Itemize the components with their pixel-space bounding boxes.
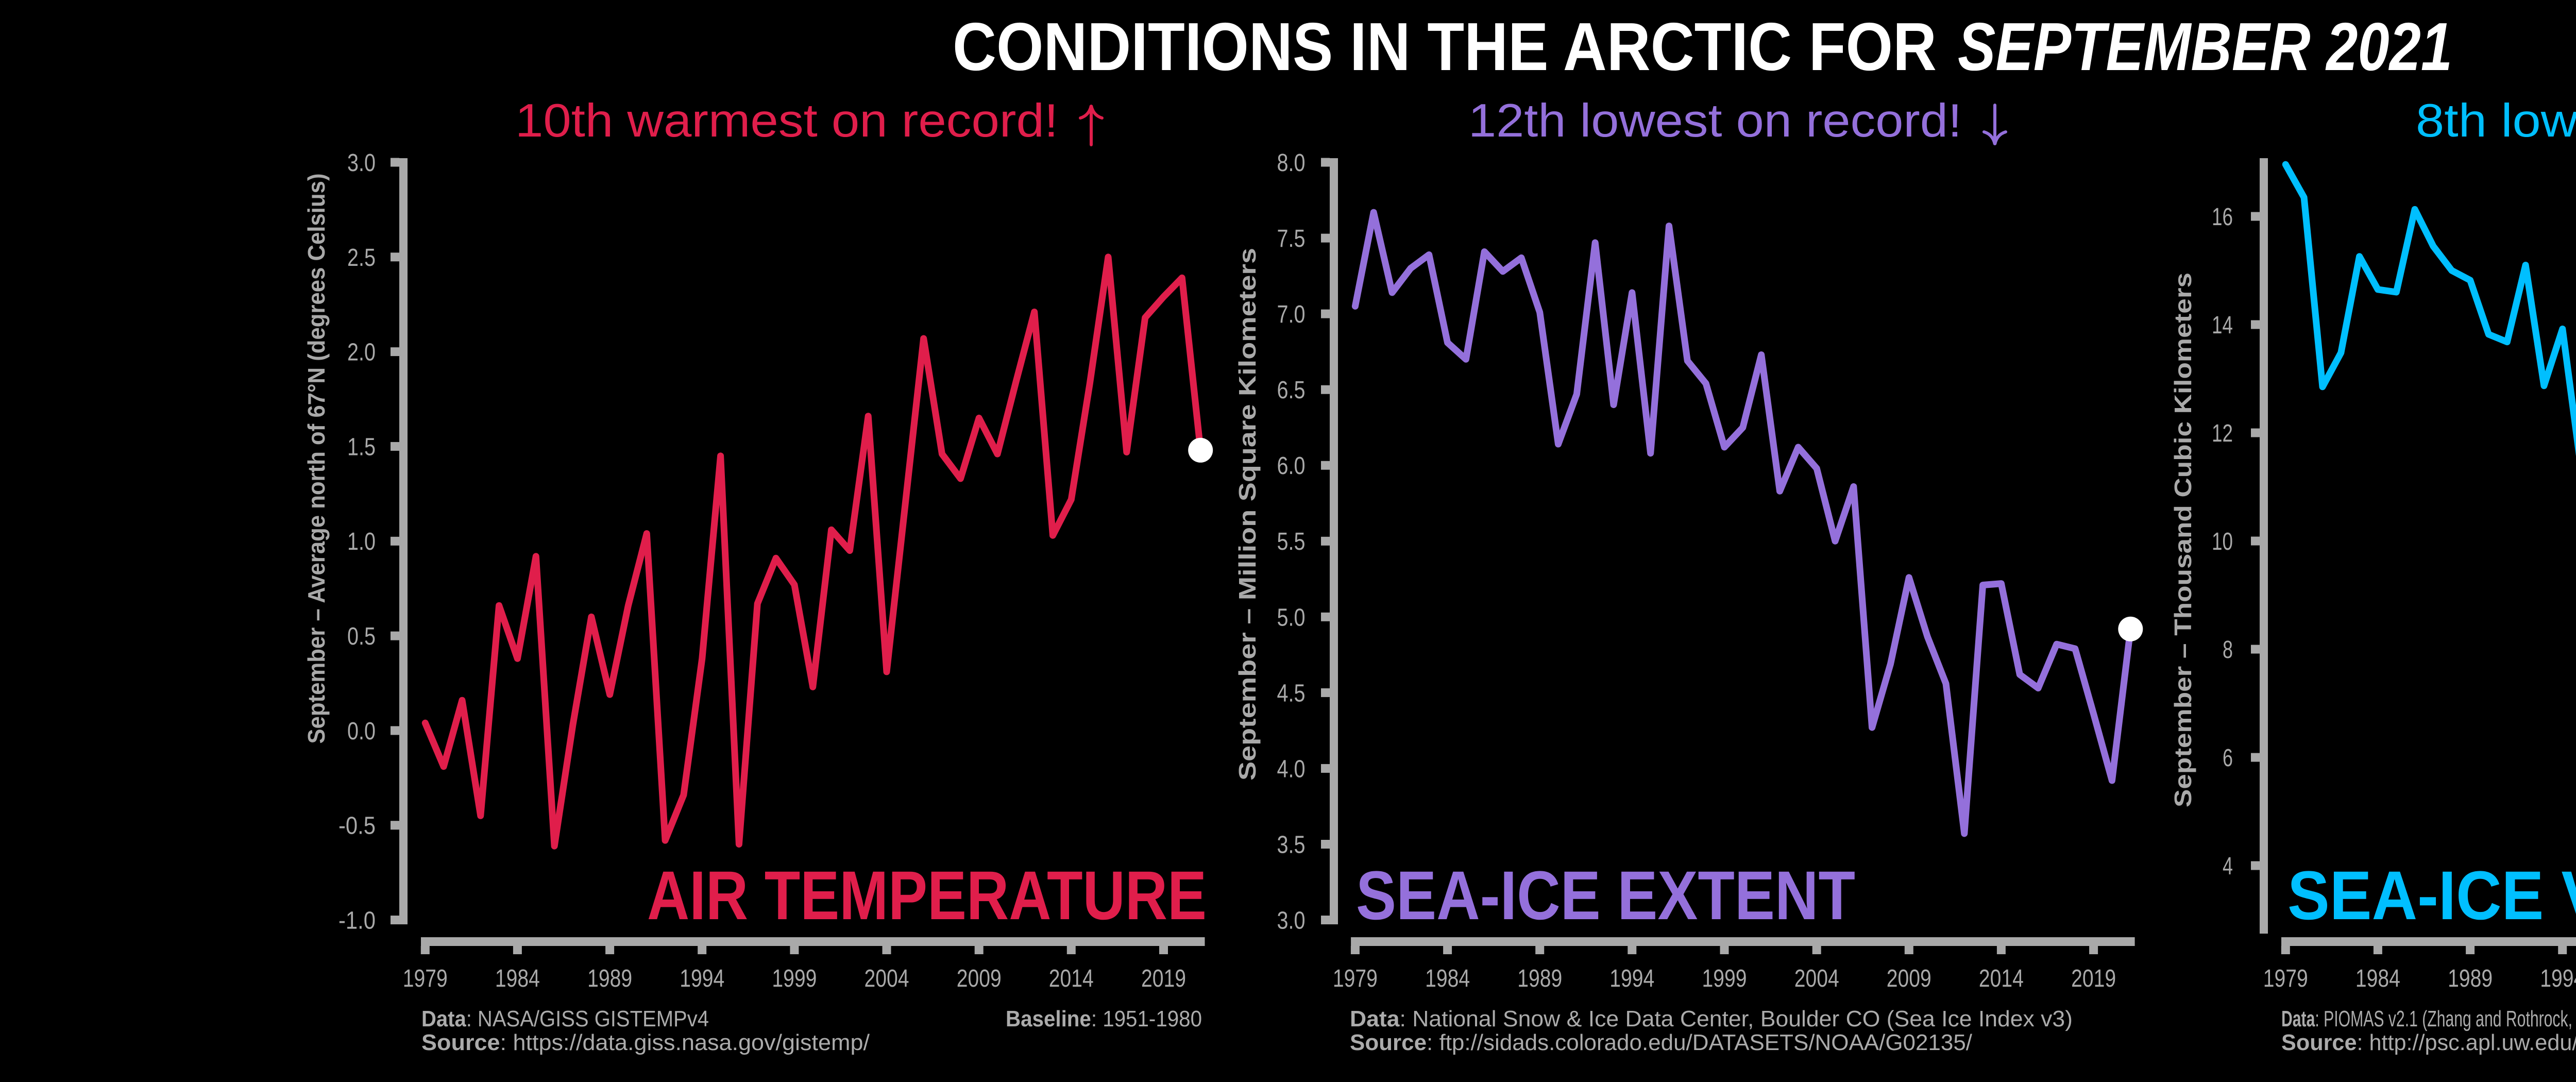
svg-text:2019: 2019 — [2071, 965, 2116, 992]
svg-text:1999: 1999 — [1702, 965, 1747, 992]
svg-text:2014: 2014 — [1049, 965, 1094, 992]
svg-text:8: 8 — [2223, 636, 2233, 664]
svg-text:1989: 1989 — [1517, 965, 1562, 992]
svg-text:2004: 2004 — [865, 965, 909, 992]
svg-text:Data: National Snow & Ice Data: Data: National Snow & Ice Data Center, B… — [1350, 1006, 2073, 1032]
svg-text:0.0: 0.0 — [347, 718, 376, 745]
svg-text:1.0: 1.0 — [347, 528, 376, 555]
svg-text:7.0: 7.0 — [1277, 301, 1306, 328]
svg-text:5.0: 5.0 — [1277, 604, 1306, 631]
svg-text:-1.0: -1.0 — [338, 907, 376, 935]
svg-text:Baseline: 1951-1980: Baseline: 1951-1980 — [1006, 1006, 1202, 1032]
svg-text:6: 6 — [2223, 745, 2233, 772]
svg-text:4.0: 4.0 — [1277, 755, 1306, 783]
svg-text:5.5: 5.5 — [1277, 528, 1306, 555]
svg-text:10th warmest on record!: 10th warmest on record! — [515, 95, 1058, 147]
svg-text:10: 10 — [2212, 528, 2233, 555]
svg-text:1979: 1979 — [2263, 965, 2308, 992]
svg-text:Source: http://psc.apl.uw.edu/: Source: http://psc.apl.uw.edu/research/p… — [2281, 1030, 2576, 1055]
svg-text:2.0: 2.0 — [347, 339, 376, 366]
svg-text:1994: 1994 — [680, 965, 724, 992]
svg-text:2014: 2014 — [1979, 965, 2024, 992]
svg-text:SEPTEMBER 2021: SEPTEMBER 2021 — [1958, 9, 2452, 84]
svg-text:1989: 1989 — [587, 965, 632, 992]
svg-text:3.0: 3.0 — [347, 149, 376, 177]
svg-text:2009: 2009 — [957, 965, 1002, 992]
svg-text:1984: 1984 — [2355, 965, 2400, 992]
svg-text:4.5: 4.5 — [1277, 680, 1306, 707]
svg-text:1979: 1979 — [403, 965, 448, 992]
svg-text:1989: 1989 — [2448, 965, 2493, 992]
svg-text:-0.5: -0.5 — [338, 813, 376, 840]
svg-text:1994: 1994 — [1609, 965, 1654, 992]
svg-text:1994: 1994 — [2540, 965, 2576, 992]
svg-text:September – Average north of 6: September – Average north of 67°N (degre… — [303, 174, 330, 744]
svg-text:6.0: 6.0 — [1277, 452, 1306, 480]
svg-text:16: 16 — [2212, 204, 2233, 231]
svg-text:3.5: 3.5 — [1277, 832, 1306, 859]
svg-text:2009: 2009 — [1887, 965, 1931, 992]
svg-text:1984: 1984 — [1425, 965, 1470, 992]
svg-text:1984: 1984 — [495, 965, 540, 992]
svg-text:CONDITIONS IN THE ARCTIC FOR: CONDITIONS IN THE ARCTIC FOR — [953, 9, 1937, 84]
svg-text:0.5: 0.5 — [347, 623, 376, 650]
svg-text:12th lowest on record!: 12th lowest on record! — [1468, 95, 1962, 147]
svg-text:8th lowest on record!: 8th lowest on record! — [2416, 95, 2576, 147]
svg-text:Data: NASA/GISS GISTEMPv4: Data: NASA/GISS GISTEMPv4 — [421, 1006, 709, 1032]
svg-text:2019: 2019 — [1141, 965, 1186, 992]
svg-text:Source: ftp://sidads.colorado.: Source: ftp://sidads.colorado.edu/DATASE… — [1350, 1030, 1973, 1055]
svg-text:1.5: 1.5 — [347, 433, 376, 461]
svg-text:September – Million Square Kil: September – Million Square Kilometers — [1234, 248, 1261, 781]
svg-text:6.5: 6.5 — [1277, 377, 1306, 404]
svg-text:14: 14 — [2212, 312, 2233, 339]
svg-text:Source: https://data.giss.nasa: Source: https://data.giss.nasa.gov/giste… — [421, 1030, 870, 1055]
svg-text:1979: 1979 — [1333, 965, 1378, 992]
svg-text:8.0: 8.0 — [1277, 149, 1306, 177]
svg-text:AIR TEMPERATURE: AIR TEMPERATURE — [647, 857, 1207, 934]
svg-text:Data: PIOMAS v2.1 (Zhang and R: Data: PIOMAS v2.1 (Zhang and Rothrock, 2… — [2281, 1006, 2576, 1032]
svg-text:2004: 2004 — [1794, 965, 1839, 992]
svg-text:12: 12 — [2212, 420, 2233, 447]
svg-text:3.0: 3.0 — [1277, 907, 1306, 935]
svg-text:4: 4 — [2223, 853, 2233, 880]
svg-text:SEA-ICE EXTENT: SEA-ICE EXTENT — [1356, 857, 1855, 934]
svg-text:September – Thousand Cubic Kil: September – Thousand Cubic Kilometers — [2170, 273, 2196, 807]
svg-text:7.5: 7.5 — [1277, 225, 1306, 252]
svg-text:1999: 1999 — [772, 965, 817, 992]
svg-text:SEA-ICE VOLUME: SEA-ICE VOLUME — [2287, 857, 2576, 934]
svg-text:2.5: 2.5 — [347, 244, 376, 272]
